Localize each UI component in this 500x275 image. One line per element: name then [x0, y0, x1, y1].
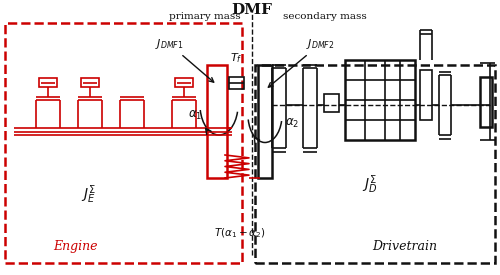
Text: $T_f$: $T_f$: [230, 51, 242, 65]
Text: secondary mass: secondary mass: [283, 12, 367, 21]
Text: DMF: DMF: [232, 3, 272, 17]
Bar: [175, 78, 193, 87]
Bar: [39, 78, 57, 87]
Bar: [5, 23, 242, 263]
Bar: [345, 60, 415, 140]
Bar: [207, 65, 227, 178]
Text: Drivetrain: Drivetrain: [372, 240, 438, 253]
Text: $J_D^{\Sigma}$: $J_D^{\Sigma}$: [362, 174, 378, 196]
Text: Engine: Engine: [53, 240, 97, 253]
Bar: [229, 77, 244, 89]
Bar: [324, 94, 339, 112]
Text: $J_E^{\Sigma}$: $J_E^{\Sigma}$: [80, 184, 96, 206]
Text: primary mass: primary mass: [169, 12, 241, 21]
Text: $T(\alpha_1-\alpha_2)$: $T(\alpha_1-\alpha_2)$: [214, 226, 266, 240]
Text: $J_{DMF1}$: $J_{DMF1}$: [155, 37, 214, 82]
Bar: [255, 65, 495, 263]
Bar: [81, 78, 99, 87]
Text: $J_{DMF2}$: $J_{DMF2}$: [268, 37, 334, 87]
Text: $\alpha_1$: $\alpha_1$: [188, 108, 202, 122]
Bar: [480, 77, 492, 127]
Bar: [258, 65, 272, 178]
Bar: [420, 70, 432, 120]
Text: $\alpha_2$: $\alpha_2$: [285, 116, 299, 130]
